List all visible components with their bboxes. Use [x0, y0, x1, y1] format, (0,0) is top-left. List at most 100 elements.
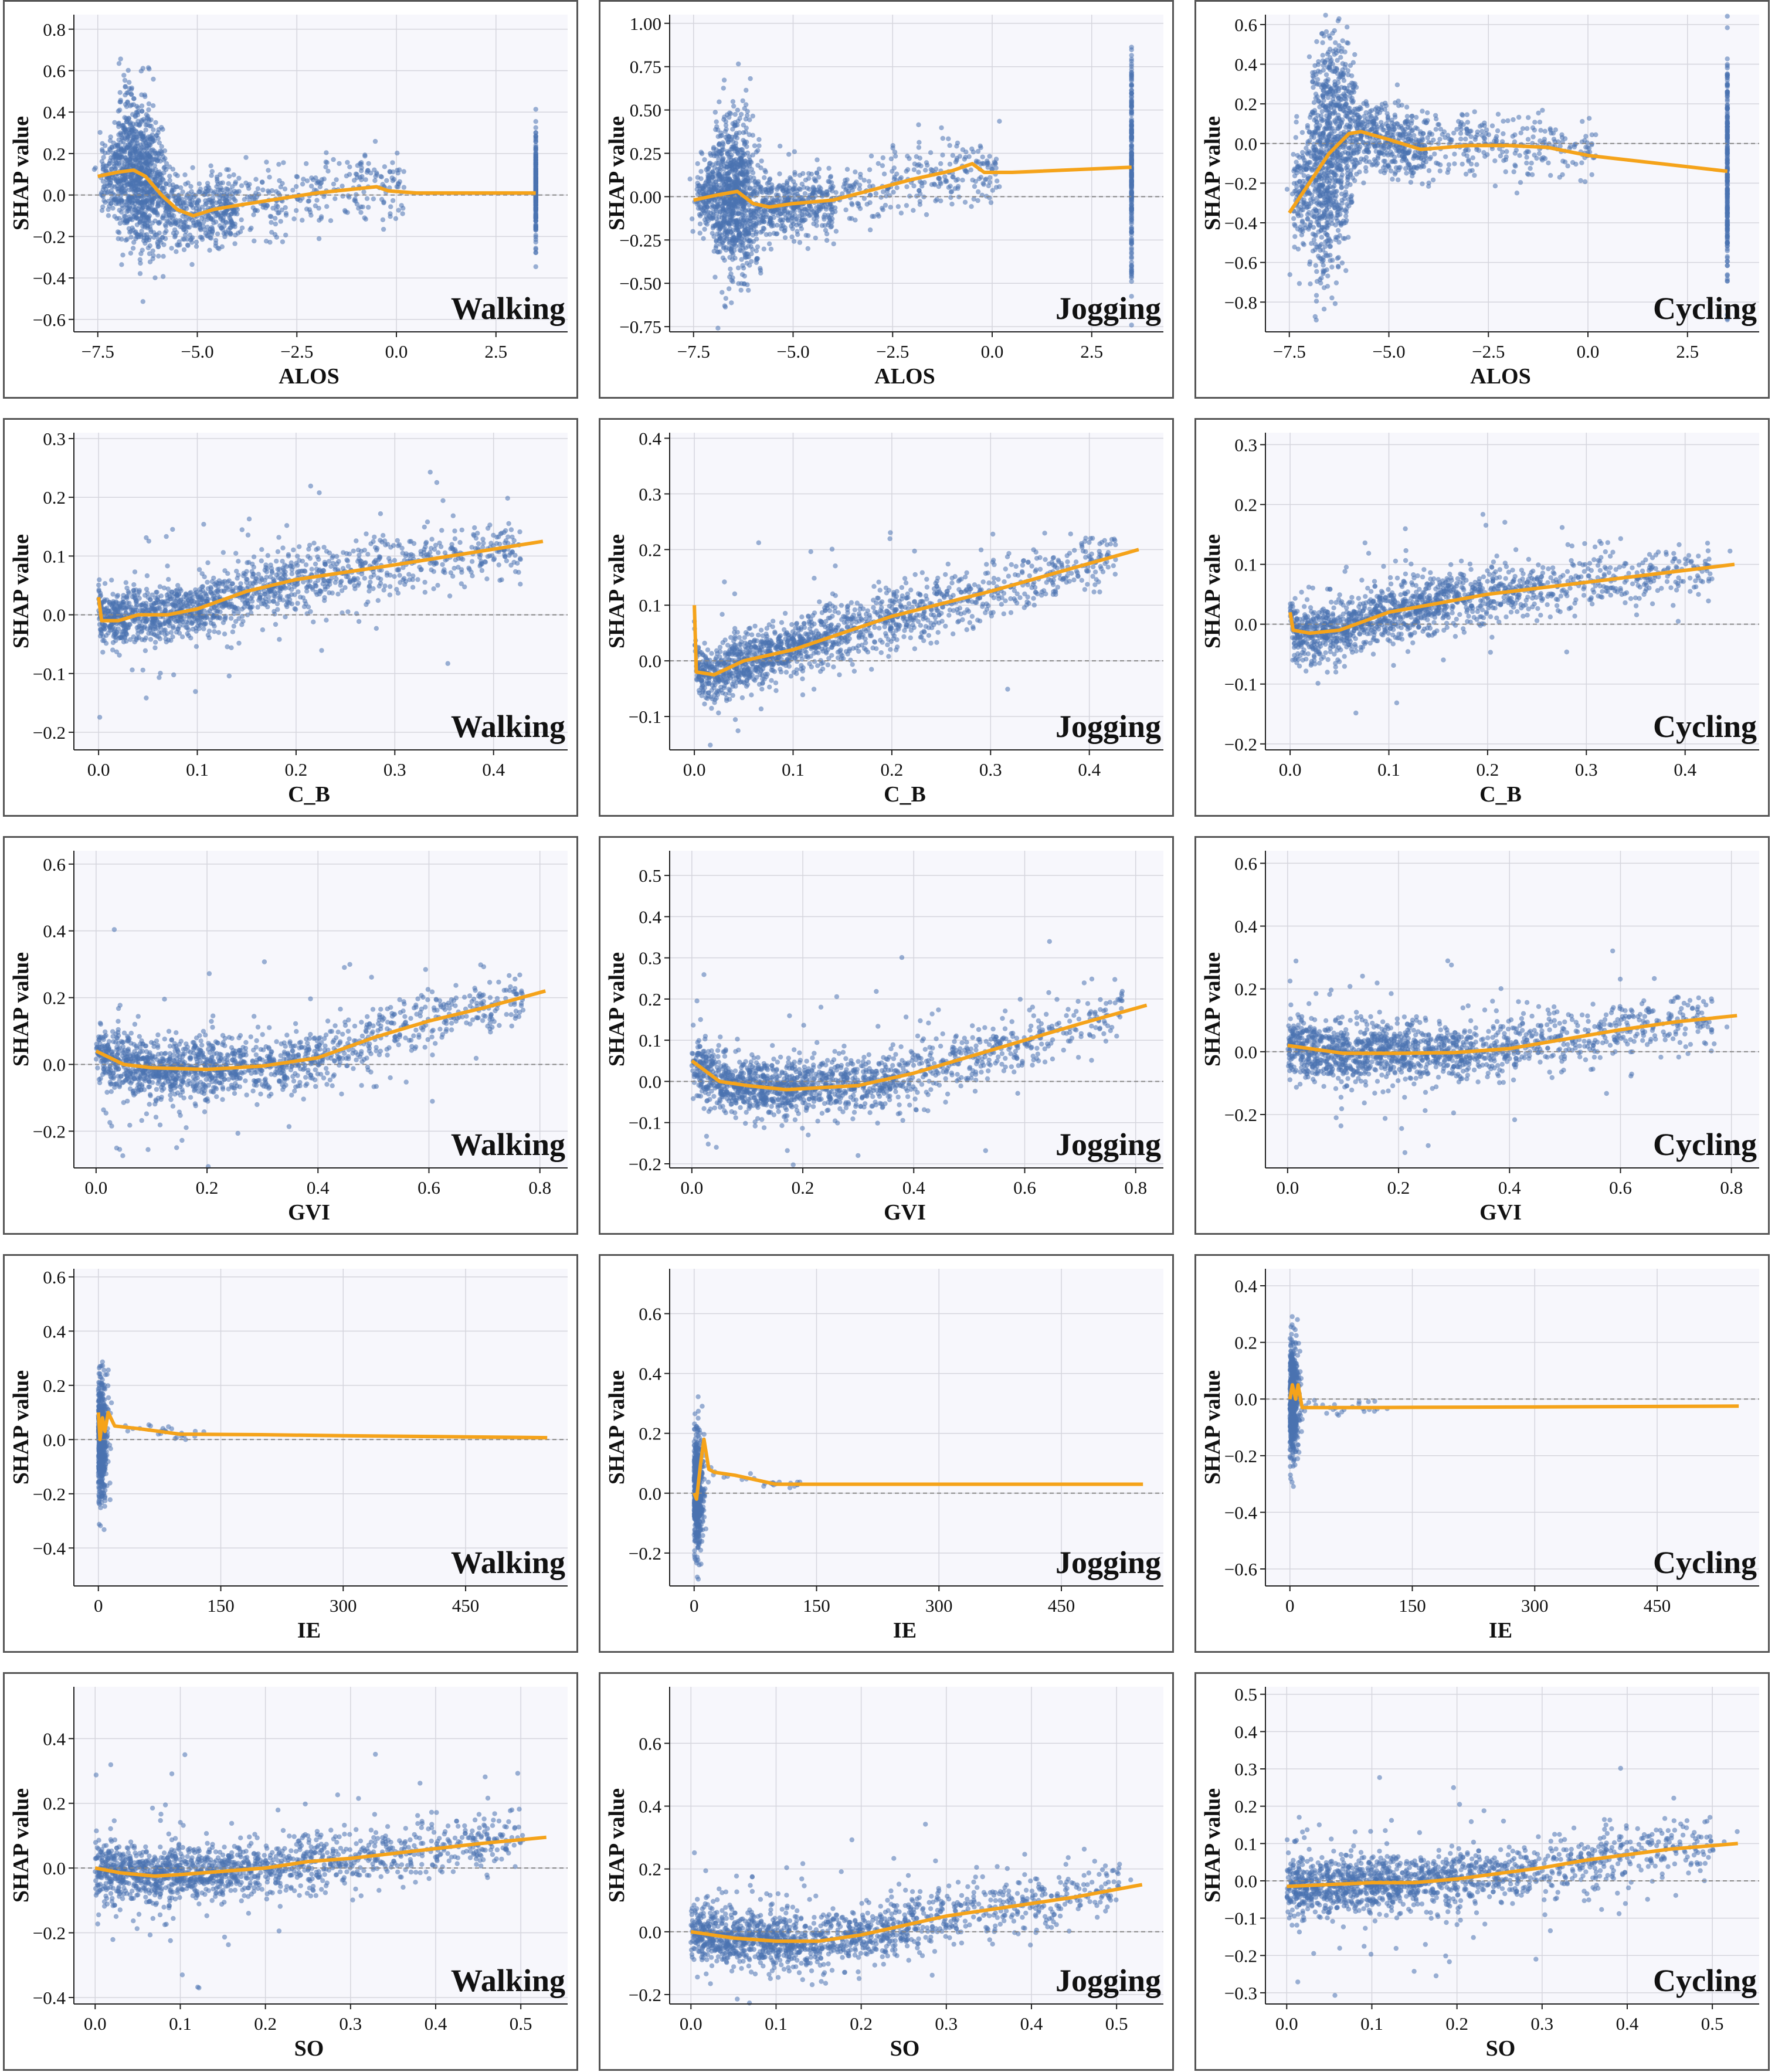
shap-point	[1129, 199, 1134, 205]
shap-point	[135, 209, 141, 215]
shap-point	[853, 169, 858, 175]
shap-point	[833, 229, 839, 234]
shap-point	[189, 261, 195, 267]
shap-point	[325, 168, 331, 174]
y-tick-label: −0.50	[619, 273, 661, 294]
shap-point	[150, 248, 155, 254]
shap-point	[361, 189, 366, 195]
shap-point	[1504, 154, 1509, 159]
shap-point	[113, 166, 118, 171]
shap-point	[809, 206, 814, 212]
shap-point	[853, 181, 858, 186]
shap-point	[892, 154, 898, 159]
shap-point	[393, 216, 399, 221]
shap-point	[739, 272, 745, 277]
shap-point	[124, 117, 130, 123]
shap-point	[987, 179, 993, 185]
shap-point	[701, 236, 706, 241]
shap-point	[138, 165, 144, 171]
shap-point	[1343, 184, 1349, 189]
shap-point	[1294, 184, 1299, 189]
shap-point	[916, 169, 921, 175]
shap-point	[989, 163, 995, 168]
shap-point	[140, 193, 145, 199]
shap-point	[382, 164, 388, 169]
activity-label: Walking	[451, 291, 565, 326]
shap-point	[364, 196, 370, 201]
shap-point	[170, 220, 175, 225]
shap-point	[788, 175, 793, 181]
shap-point	[725, 140, 731, 145]
shap-point	[533, 153, 538, 158]
shap-point	[752, 188, 758, 193]
shap-point	[738, 111, 744, 117]
shap-point	[807, 186, 812, 192]
shap-point	[1586, 145, 1592, 151]
shap-point	[746, 208, 752, 213]
shap-point	[972, 184, 978, 189]
shap-point	[1434, 160, 1439, 166]
shap-point	[888, 205, 893, 210]
shap-point	[744, 260, 749, 266]
shap-point	[816, 167, 822, 172]
shap-point	[792, 182, 798, 188]
shap-point	[164, 181, 169, 186]
shap-point	[767, 176, 773, 182]
shap-point	[724, 171, 730, 176]
shap-point	[114, 177, 119, 182]
shap-point	[762, 175, 767, 181]
shap-point	[1526, 115, 1531, 120]
shap-point	[323, 164, 328, 169]
shap-point	[140, 205, 145, 210]
x-tick-label: −7.5	[677, 341, 710, 362]
shap-point	[362, 154, 368, 159]
shap-point	[752, 223, 758, 228]
shap-point	[1314, 298, 1319, 304]
shap-point	[141, 134, 146, 140]
shap-point	[266, 168, 271, 173]
shap-point	[1129, 267, 1134, 272]
shap-point	[97, 130, 103, 135]
shap-point	[242, 197, 247, 202]
shap-point	[190, 165, 195, 171]
shap-point	[134, 104, 140, 109]
shap-point	[1317, 104, 1322, 110]
shap-point	[833, 205, 838, 210]
shap-point	[737, 210, 742, 216]
shap-point	[1333, 222, 1338, 227]
shap-point	[714, 119, 719, 124]
shap-point	[1129, 138, 1134, 144]
shap-point	[533, 223, 538, 228]
shap-point	[144, 235, 150, 240]
shap-points	[687, 45, 1134, 331]
shap-point	[372, 167, 377, 172]
shap-point	[715, 325, 721, 331]
shap-point	[830, 209, 836, 215]
shap-point	[735, 149, 740, 154]
shap-point	[1363, 165, 1369, 170]
shap-point	[100, 179, 106, 184]
shap-point	[792, 197, 797, 202]
shap-point	[384, 178, 389, 184]
shap-point	[712, 165, 717, 171]
shap-point	[149, 135, 154, 141]
shap-point	[1458, 122, 1463, 127]
shap-point	[126, 134, 131, 140]
shap-point	[100, 141, 105, 146]
shap-point	[949, 201, 955, 207]
shap-point	[759, 158, 764, 164]
shap-point	[731, 158, 737, 163]
shap-point	[128, 145, 134, 151]
shap-point	[732, 111, 738, 117]
shap-point	[314, 198, 320, 203]
x-tick-label: −2.5	[280, 341, 313, 362]
shap-point	[733, 238, 738, 244]
x-tick-label: −5.0	[181, 341, 213, 362]
shap-point	[876, 213, 881, 219]
shap-point	[269, 230, 274, 235]
shap-point	[711, 151, 716, 157]
x-tick-label: 0.0	[981, 341, 1004, 362]
shap-point	[318, 180, 324, 185]
shap-point	[121, 213, 127, 219]
shap-point	[813, 178, 819, 184]
